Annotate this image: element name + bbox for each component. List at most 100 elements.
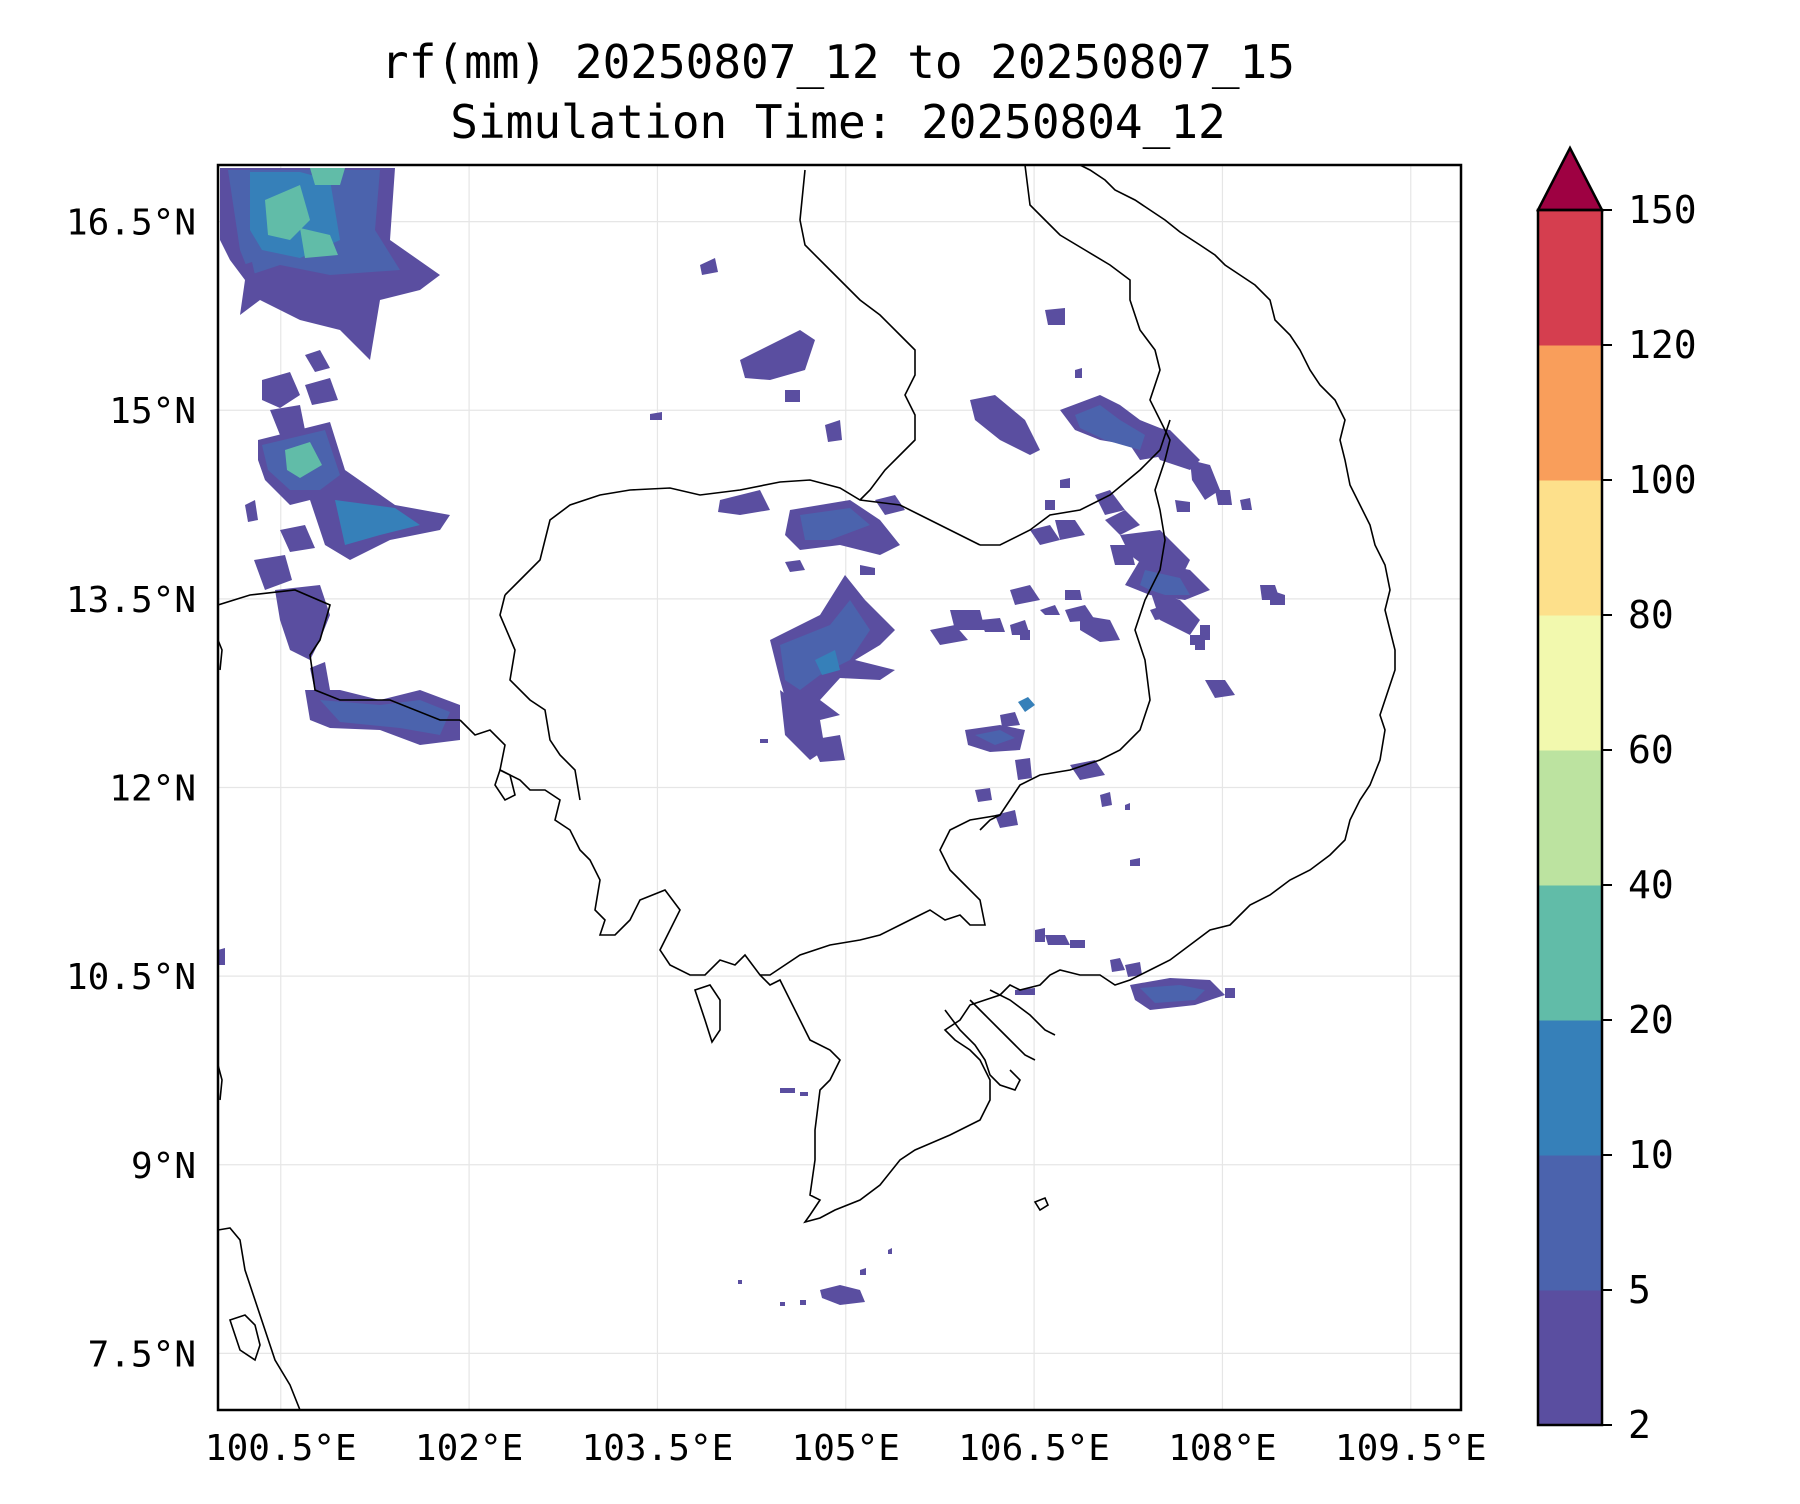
rain-area xyxy=(780,1088,795,1093)
colorbar-tick-label: 20 xyxy=(1628,998,1674,1042)
rain-area xyxy=(1018,697,1035,712)
colorbar-tick-label: 10 xyxy=(1628,1133,1674,1177)
coastline-phu-quoc xyxy=(693,984,721,1044)
rain-area xyxy=(1045,308,1065,325)
rain-area xyxy=(980,618,1005,632)
rain-area xyxy=(1070,940,1085,948)
rain-area xyxy=(785,390,800,402)
rain-area xyxy=(1150,605,1170,620)
rain-area xyxy=(305,350,330,372)
rain-area xyxy=(1125,962,1142,977)
x-tick-label: 108°E xyxy=(1168,1428,1276,1469)
map-frame xyxy=(216,163,1463,1412)
rain-area xyxy=(1270,590,1285,605)
x-tick-label: 103.5°E xyxy=(582,1428,734,1469)
rain-area xyxy=(1035,928,1045,942)
y-axis-ticks: 16.5°N 15°N 13.5°N 12°N 10.5°N 9°N 7.5°N xyxy=(66,203,196,1376)
colorbar-tick-label: 80 xyxy=(1628,593,1674,637)
coastline-koh-kong xyxy=(494,768,516,802)
rain-area xyxy=(270,405,305,435)
rain-area xyxy=(1095,490,1125,515)
coastline-gulf xyxy=(459,165,1396,1224)
colorbar-ticks: 2 5 10 20 40 60 80 100 120 150 xyxy=(1602,188,1697,1447)
rain-area xyxy=(860,1268,866,1275)
border-laos-vietnam xyxy=(760,165,1171,976)
rain-area xyxy=(1140,425,1200,470)
rain-area xyxy=(1010,585,1040,605)
border-cambodia-thailand-north xyxy=(504,479,981,596)
rain-area xyxy=(243,262,255,277)
rain-area xyxy=(1020,630,1030,640)
rain-area xyxy=(262,372,300,408)
rain-area xyxy=(888,1248,892,1254)
rain-area xyxy=(1175,500,1190,512)
rain-area xyxy=(335,500,420,545)
rain-area xyxy=(1045,935,1070,945)
colorbar-tick-label: 2 xyxy=(1628,1403,1651,1447)
rain-area xyxy=(700,258,718,275)
rain-area xyxy=(1225,988,1235,998)
colorbar-tick-label: 5 xyxy=(1628,1268,1651,1312)
border-cambodia-west xyxy=(499,594,581,801)
rain-area xyxy=(1150,590,1200,635)
x-axis-ticks: 100.5°E 102°E 103.5°E 105°E 106.5°E 108°E 109.… xyxy=(205,1428,1487,1469)
rain-area xyxy=(1130,858,1140,866)
x-tick-label: 109.5°E xyxy=(1335,1428,1487,1469)
colorbar-tick-label: 60 xyxy=(1628,728,1674,772)
colorbar-extend-arrow xyxy=(1535,145,1605,212)
rain-area xyxy=(738,1280,742,1284)
rain-area xyxy=(1000,712,1020,727)
colorbar-tick-label: 40 xyxy=(1628,863,1674,907)
coastlines-and-borders xyxy=(218,165,1396,1410)
rain-cluster-west xyxy=(245,372,450,590)
coastline-thai-west-2 xyxy=(218,1064,223,1101)
coastline-mekong-delta-2 xyxy=(969,999,1036,1061)
rain-area xyxy=(800,1300,806,1305)
rain-area xyxy=(800,1092,808,1096)
colorbar-segment xyxy=(1538,885,1602,1021)
y-tick-label: 7.5°N xyxy=(88,1334,196,1375)
colorbar-segment xyxy=(1538,615,1602,751)
y-tick-label: 10.5°N xyxy=(66,957,196,998)
rain-area xyxy=(820,1285,865,1305)
rain-cluster-northeast xyxy=(970,308,1285,698)
colorbar-segment xyxy=(1538,210,1602,346)
rain-area xyxy=(815,650,840,675)
rain-area xyxy=(1030,525,1060,545)
rain-area xyxy=(975,788,992,802)
coastline-samui xyxy=(228,1314,261,1362)
rain-area xyxy=(310,168,345,185)
rain-area xyxy=(285,442,322,478)
rain-area xyxy=(1040,605,1060,615)
coastline-thai-east xyxy=(218,639,223,671)
colorbar-tick-label: 120 xyxy=(1628,323,1697,367)
rain-area xyxy=(785,560,805,572)
rain-area xyxy=(254,555,292,590)
rain-area xyxy=(740,330,815,380)
rain-area xyxy=(275,585,330,660)
border-laos-thailand xyxy=(799,169,916,501)
colorbar-frame xyxy=(1536,208,1604,1427)
rain-area xyxy=(800,508,870,540)
x-tick-label: 106.5°E xyxy=(958,1428,1110,1469)
rain-area xyxy=(1190,635,1200,645)
rain-area xyxy=(245,500,258,522)
colorbar-tick-label: 150 xyxy=(1628,188,1697,232)
rain-area xyxy=(860,565,875,575)
rain-cluster-central xyxy=(650,258,968,762)
rain-area xyxy=(1060,478,1070,488)
y-tick-label: 16.5°N xyxy=(66,203,196,244)
rain-area xyxy=(650,412,662,420)
rain-area xyxy=(1015,758,1032,780)
colorbar-segment xyxy=(1538,480,1602,616)
rain-area xyxy=(1105,510,1140,535)
rain-area xyxy=(1140,985,1205,1003)
rain-area xyxy=(320,700,450,735)
rain-area xyxy=(1110,545,1135,565)
rain-area xyxy=(1110,958,1125,972)
rain-area xyxy=(760,739,768,743)
rain-area xyxy=(975,730,1015,745)
y-tick-label: 15°N xyxy=(109,391,196,432)
title-line-1: rf(mm) 20250807_12 to 20250807_15 xyxy=(381,35,1295,89)
